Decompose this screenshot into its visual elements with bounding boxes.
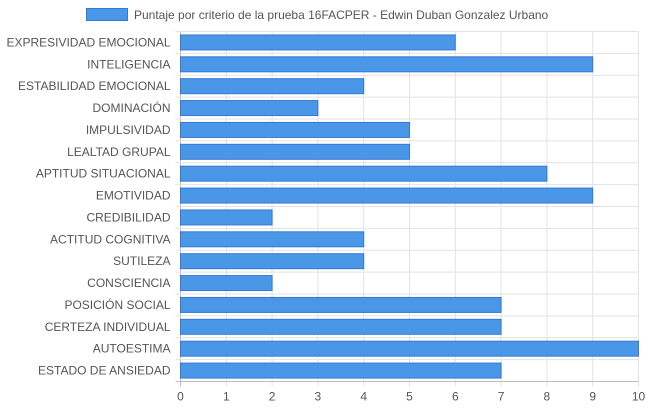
category-label: INTELIGENCIA xyxy=(87,57,170,71)
category-label: CONSCIENCIA xyxy=(87,276,170,290)
category-label: POSICIÓN SOCIAL xyxy=(64,297,170,312)
category-label: CREDIBILIDAD xyxy=(86,210,170,224)
category-label: EXPRESIVIDAD EMOCIONAL xyxy=(6,35,170,49)
tick-label: 10 xyxy=(632,390,646,404)
bar[interactable] xyxy=(180,143,410,160)
tick-label: 1 xyxy=(223,390,230,404)
grid xyxy=(175,31,639,387)
tick-labels: 0 1 2 3 4 5 6 7 8 9 10 xyxy=(177,390,645,404)
category-labels: EXPRESIVIDAD EMOCIONAL INTELIGENCIA ESTABI… xyxy=(6,35,170,377)
bar[interactable] xyxy=(180,209,273,226)
tick-label: 9 xyxy=(589,390,596,404)
bar[interactable] xyxy=(180,362,502,379)
category-label: AUTOESTIMA xyxy=(93,342,171,356)
category-label: APTITUD SITUACIONAL xyxy=(36,167,171,181)
category-label: ACTITUD COGNITIVA xyxy=(50,232,170,246)
bar[interactable] xyxy=(180,56,594,73)
bar[interactable] xyxy=(180,231,365,248)
bar[interactable] xyxy=(180,275,273,292)
bar[interactable] xyxy=(180,253,365,270)
bars xyxy=(180,34,639,379)
category-label: ESTADO DE ANSIEDAD xyxy=(38,364,171,378)
bar[interactable] xyxy=(180,78,365,95)
tick-label: 8 xyxy=(544,390,551,404)
category-label: LEALTAD GRUPAL xyxy=(67,145,171,159)
category-label: ESTABILIDAD EMOCIONAL xyxy=(18,79,171,93)
bar[interactable] xyxy=(180,340,639,357)
bar[interactable] xyxy=(180,34,456,51)
bar[interactable] xyxy=(180,165,548,182)
legend-label[interactable]: Puntaje por criterio de la prueba 16FACP… xyxy=(134,8,549,22)
bar[interactable] xyxy=(180,100,319,117)
tick-label: 2 xyxy=(269,390,276,404)
legend[interactable]: Puntaje por criterio de la prueba 16FACP… xyxy=(86,8,549,22)
tick-label: 6 xyxy=(452,390,459,404)
bar[interactable] xyxy=(180,296,502,313)
legend-swatch[interactable] xyxy=(86,8,128,21)
category-label: DOMINACIÓN xyxy=(93,100,171,115)
tick-label: 4 xyxy=(360,390,367,404)
tick-label: 7 xyxy=(498,390,505,404)
category-label: EMOTIVIDAD xyxy=(96,189,171,203)
tick-label: 0 xyxy=(177,390,184,404)
category-label: SUTILEZA xyxy=(113,254,170,268)
bar[interactable] xyxy=(180,187,594,204)
category-label: CERTEZA INDIVIDUAL xyxy=(45,320,171,334)
tick-label: 3 xyxy=(315,390,322,404)
tick-label: 5 xyxy=(406,390,413,404)
category-label: IMPULSIVIDAD xyxy=(86,123,171,137)
bar[interactable] xyxy=(180,318,502,335)
bar[interactable] xyxy=(180,121,410,138)
